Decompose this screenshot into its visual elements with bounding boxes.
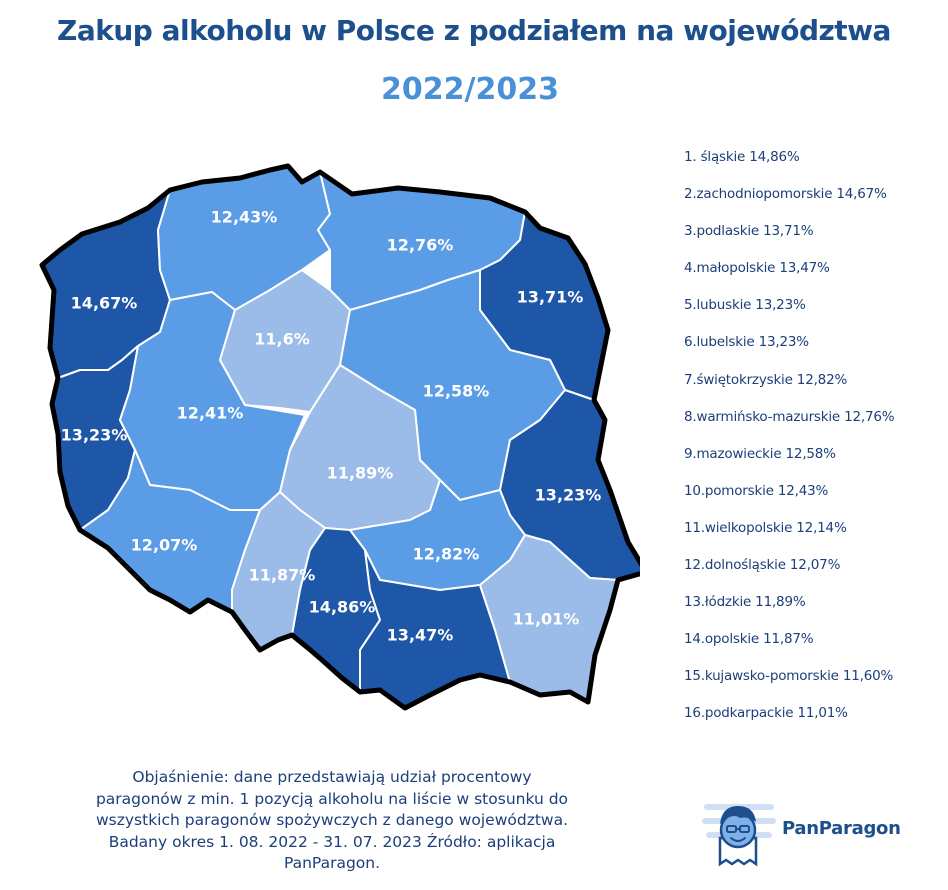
region-label-dolnoslaskie: 12,07% bbox=[131, 536, 198, 555]
ranking-item: 9.mazowieckie 12,58% bbox=[684, 445, 836, 462]
region-label-slaskie: 14,86% bbox=[309, 598, 376, 617]
ranking-list: 1. śląskie 14,86% 2.zachodniopomorskie 1… bbox=[684, 146, 895, 740]
poland-outline bbox=[39, 163, 640, 711]
note-line: PanParagon. bbox=[283, 854, 381, 872]
region-label-malopolskie: 13,47% bbox=[387, 626, 454, 645]
ranking-item: 5.lubuskie 13,23% bbox=[684, 297, 806, 314]
brand-name: PanParagon bbox=[782, 818, 901, 839]
note-line: paragonów z min. 1 pozycją alkoholu na l… bbox=[95, 789, 569, 808]
ranking-item: 10.pomorskie 12,43% bbox=[684, 482, 829, 499]
region-label-wielkopolskie: 12,41% bbox=[177, 404, 244, 423]
ranking-item: 12.dolnośląskie 12,07% bbox=[684, 557, 841, 574]
note-line: wszystkich paragonów spożywczych z daneg… bbox=[95, 811, 569, 829]
region-label-warminsko-mazurskie: 12,76% bbox=[387, 236, 454, 255]
region-label-lubelskie: 13,23% bbox=[535, 486, 602, 505]
region-label-podkarpackie: 11,01% bbox=[513, 610, 580, 629]
region-label-pomorskie: 12,43% bbox=[211, 208, 278, 227]
ranking-item: 3.podlaskie 13,71% bbox=[684, 223, 814, 240]
smiling-man-receipt-icon bbox=[702, 804, 776, 867]
region-label-lubuskie: 13,23% bbox=[61, 426, 128, 445]
region-label-mazowieckie: 12,58% bbox=[423, 382, 490, 401]
region-label-kujawsko-pomorskie: 11,6% bbox=[254, 330, 310, 349]
poland-voivodeship-map: 14,67% 12,43% 12,76% 13,71% 13,23% 12,41% 11,6… bbox=[39, 163, 640, 711]
ranking-item: 11.wielkopolskie 12,14% bbox=[684, 519, 847, 536]
ranking-item: 4.małopolskie 13,47% bbox=[684, 260, 830, 277]
ranking-item: 7.świętokrzyskie 12,82% bbox=[684, 371, 848, 388]
region-label-podlaskie: 13,71% bbox=[517, 288, 584, 307]
note-line: Badany okres 1. 08. 2022 - 31. 07. 2023 … bbox=[108, 832, 556, 851]
ranking-item: 15.kujawsko-pomorskie 11,60% bbox=[684, 668, 894, 685]
ranking-item: 6.lubelskie 13,23% bbox=[684, 334, 809, 351]
ranking-item: 2.zachodniopomorskie 14,67% bbox=[684, 186, 887, 203]
region-label-zachodniopomorskie: 14,67% bbox=[71, 294, 138, 313]
ranking-item: 14.opolskie 11,87% bbox=[684, 631, 814, 648]
brand-logo: PanParagon bbox=[700, 790, 901, 870]
ranking-item: 8.warmińsko-mazurskie 12,76% bbox=[684, 408, 895, 425]
region-label-lodzkie: 11,89% bbox=[327, 464, 394, 483]
ranking-item: 13.łódzkie 11,89% bbox=[684, 594, 806, 611]
ranking-item: 1. śląskie 14,86% bbox=[684, 149, 800, 165]
ranking-item: 16.podkarpackie 11,01% bbox=[684, 705, 848, 722]
note-line: Objaśnienie: dane przedstawiają udział p… bbox=[132, 768, 532, 786]
region-label-swietokrzyskie: 12,82% bbox=[413, 545, 480, 564]
explanation-note: Objaśnienie: dane przedstawiają udział p… bbox=[52, 767, 612, 875]
map-subtitle: 2022/2023 bbox=[381, 72, 559, 107]
map-title: Zakup alkoholu w Polsce z podziałem na w… bbox=[57, 14, 891, 47]
region-label-opolskie: 11,87% bbox=[249, 566, 316, 585]
